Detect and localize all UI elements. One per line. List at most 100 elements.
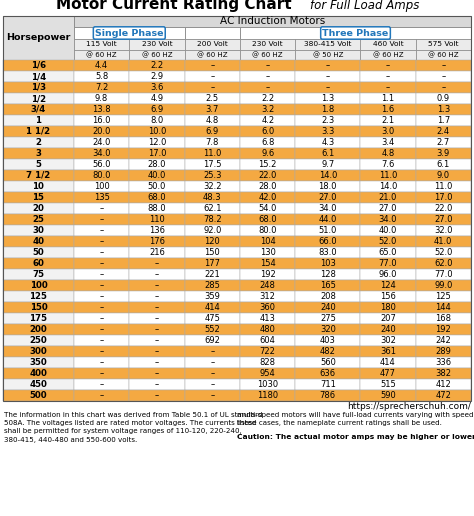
Bar bbox=[295, 203, 360, 214]
Text: 1/6: 1/6 bbox=[31, 61, 46, 70]
Bar bbox=[240, 137, 295, 148]
Bar bbox=[295, 269, 360, 280]
Text: 177: 177 bbox=[204, 259, 220, 268]
Bar bbox=[74, 269, 129, 280]
Text: 14.0: 14.0 bbox=[379, 182, 397, 191]
Bar bbox=[295, 82, 360, 93]
Bar bbox=[185, 27, 240, 39]
Bar bbox=[3, 324, 74, 335]
Text: –: – bbox=[386, 72, 390, 81]
Bar bbox=[416, 324, 471, 335]
Bar bbox=[295, 39, 360, 50]
Text: –: – bbox=[100, 358, 104, 367]
Bar bbox=[74, 258, 129, 269]
Text: 1.8: 1.8 bbox=[321, 105, 335, 114]
Text: 3.4: 3.4 bbox=[381, 138, 394, 147]
Text: –: – bbox=[210, 72, 214, 81]
Text: 3.2: 3.2 bbox=[261, 105, 274, 114]
Bar bbox=[3, 137, 74, 148]
Bar bbox=[185, 269, 240, 280]
Bar bbox=[295, 126, 360, 137]
Bar bbox=[416, 50, 471, 60]
Bar bbox=[416, 159, 471, 170]
Bar bbox=[295, 302, 360, 313]
Bar bbox=[416, 137, 471, 148]
Bar bbox=[129, 379, 185, 390]
Bar bbox=[295, 335, 360, 346]
Text: 1.3: 1.3 bbox=[437, 105, 450, 114]
Text: 312: 312 bbox=[260, 292, 276, 301]
Bar bbox=[240, 379, 295, 390]
Text: 96.0: 96.0 bbox=[379, 270, 397, 279]
Bar bbox=[74, 280, 129, 291]
Text: 27.0: 27.0 bbox=[319, 193, 337, 202]
Bar bbox=[295, 225, 360, 236]
Bar bbox=[360, 236, 416, 247]
Bar bbox=[74, 291, 129, 302]
Bar bbox=[3, 126, 74, 137]
Bar bbox=[240, 335, 295, 346]
Text: 13.8: 13.8 bbox=[92, 105, 111, 114]
Bar bbox=[74, 170, 129, 181]
Bar bbox=[3, 104, 74, 115]
Text: 786: 786 bbox=[320, 391, 336, 400]
Bar bbox=[74, 203, 129, 214]
Bar bbox=[3, 115, 74, 126]
Bar bbox=[295, 214, 360, 225]
Text: 100: 100 bbox=[29, 281, 47, 290]
Text: AC Induction Motors: AC Induction Motors bbox=[220, 17, 325, 26]
Bar bbox=[295, 280, 360, 291]
Text: 692: 692 bbox=[204, 336, 220, 345]
Bar bbox=[185, 324, 240, 335]
Text: 3.0: 3.0 bbox=[381, 127, 394, 136]
Text: 54.0: 54.0 bbox=[258, 204, 277, 213]
Text: 400: 400 bbox=[29, 369, 47, 378]
Bar bbox=[3, 357, 74, 368]
Text: 4.3: 4.3 bbox=[321, 138, 335, 147]
Bar bbox=[360, 192, 416, 203]
Text: 575 Volt: 575 Volt bbox=[428, 41, 458, 47]
Bar bbox=[129, 39, 185, 50]
Text: 414: 414 bbox=[380, 358, 396, 367]
Bar bbox=[3, 280, 74, 291]
Text: 18.0: 18.0 bbox=[319, 182, 337, 191]
Text: –: – bbox=[326, 83, 330, 92]
Bar bbox=[360, 137, 416, 148]
Bar bbox=[129, 203, 185, 214]
Bar bbox=[3, 247, 74, 258]
Text: 711: 711 bbox=[320, 380, 336, 389]
Text: 51.0: 51.0 bbox=[319, 226, 337, 235]
Text: 62.1: 62.1 bbox=[203, 204, 222, 213]
Text: 275: 275 bbox=[320, 314, 336, 323]
Bar bbox=[240, 302, 295, 313]
Text: 52.0: 52.0 bbox=[434, 248, 453, 257]
Bar bbox=[240, 225, 295, 236]
Text: 9.6: 9.6 bbox=[261, 149, 274, 158]
Text: @ 60 HZ: @ 60 HZ bbox=[86, 52, 117, 58]
Bar bbox=[416, 60, 471, 71]
Text: 44.0: 44.0 bbox=[319, 215, 337, 224]
Text: 240: 240 bbox=[380, 325, 396, 334]
Bar bbox=[185, 159, 240, 170]
Text: –: – bbox=[210, 61, 214, 70]
Text: –: – bbox=[100, 391, 104, 400]
Bar bbox=[240, 50, 295, 60]
Bar bbox=[129, 236, 185, 247]
Bar bbox=[129, 60, 185, 71]
Bar bbox=[416, 269, 471, 280]
Text: 165: 165 bbox=[320, 281, 336, 290]
Bar bbox=[3, 258, 74, 269]
Bar bbox=[185, 247, 240, 258]
Bar bbox=[3, 313, 74, 324]
Text: 20: 20 bbox=[33, 204, 45, 213]
Text: 413: 413 bbox=[260, 314, 276, 323]
Bar bbox=[185, 302, 240, 313]
Bar bbox=[185, 192, 240, 203]
Text: 78.2: 78.2 bbox=[203, 215, 222, 224]
Text: 110: 110 bbox=[149, 215, 165, 224]
Text: 560: 560 bbox=[320, 358, 336, 367]
Text: for Full Load Amps: for Full Load Amps bbox=[310, 0, 419, 11]
Text: 460 Volt: 460 Volt bbox=[373, 41, 403, 47]
Text: 83.0: 83.0 bbox=[319, 248, 337, 257]
Bar bbox=[295, 71, 360, 82]
